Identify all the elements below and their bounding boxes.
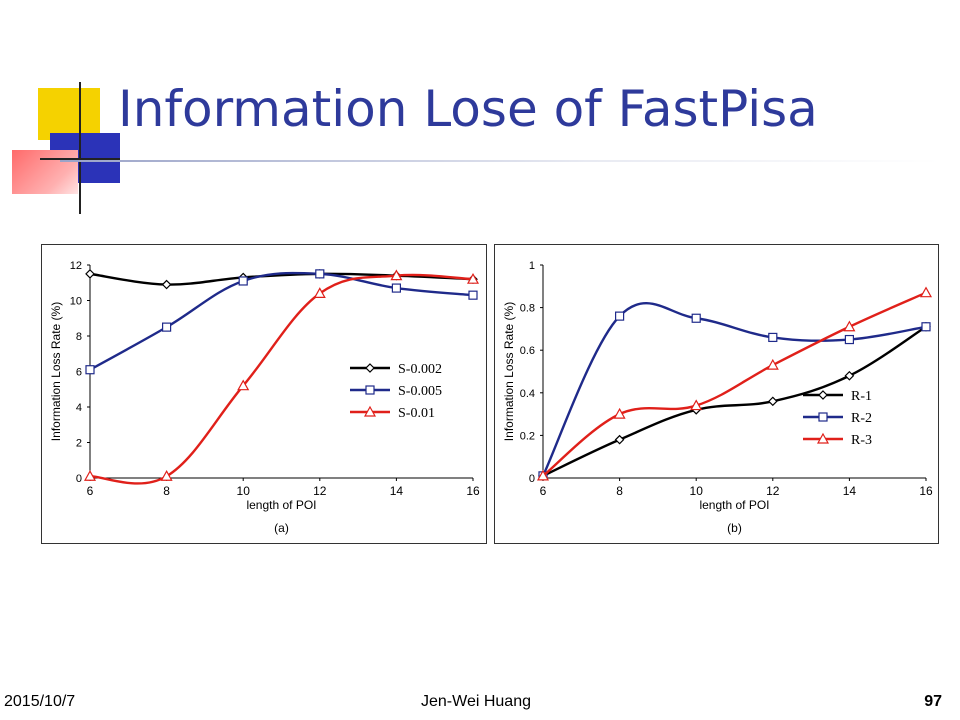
chart-a-x-axis-label: length of POI [246, 498, 316, 512]
decor-vertical-line [79, 82, 81, 214]
chart-b-series-line-R-3 [542, 291, 927, 477]
chart-b-y-tick-label: 0 [529, 473, 535, 485]
chart-b-data-point-R-3 [690, 399, 703, 411]
title-divider [60, 160, 940, 162]
chart-b-data-point-R-2 [921, 322, 931, 332]
chart-a-data-point-S-0.005 [85, 365, 95, 375]
chart-a-x-tick-label: 6 [87, 484, 94, 498]
chart-a-y-axis-label: Information Loss Rate (%) [49, 302, 63, 441]
chart-a-y-tick-label: 12 [70, 260, 82, 272]
chart-a-x-tick-label: 16 [466, 484, 480, 498]
chart-a-legend-marker-S-0.01 [363, 405, 377, 417]
chart-a-y-tick-label: 10 [70, 296, 82, 308]
chart-a-data-point-S-0.005 [315, 269, 325, 279]
chart-b-legend-label-R-3: R-3 [851, 433, 872, 448]
chart-a-x-tick-label: 8 [163, 484, 170, 498]
chart-b-panel-label: (b) [727, 521, 742, 535]
chart-a-data-point-S-0.005 [468, 290, 478, 300]
chart-a-data-point-S-0.01 [466, 272, 480, 284]
chart-b-x-tick-label: 12 [766, 484, 780, 498]
chart-a-data-point-S-0.002 [161, 279, 172, 290]
page-number: 97 [924, 693, 942, 710]
chart-b-data-point-R-2 [691, 313, 701, 323]
footer-author: Jen-Wei Huang [421, 693, 531, 710]
chart-a-legend-label-S-0.002: S-0.002 [398, 362, 442, 377]
chart-b-data-point-R-2 [844, 334, 854, 345]
line-chart-a: 0 2 4 6 8 10 12 6 8 10 12 14 16 length of POI (a) Infor… [49, 260, 480, 535]
chart-b-data-point-R-3 [613, 407, 626, 419]
chart-b-series-R-3 [536, 286, 933, 481]
chart-a-data-point-S-0.01 [237, 379, 250, 391]
chart-b-data-point-R-1 [767, 396, 778, 407]
chart-a-series-S-0.005 [85, 269, 478, 375]
chart-a-legend-label-S-0.01: S-0.01 [398, 406, 435, 421]
chart-a-series-line-S-0.005 [89, 271, 474, 371]
chart-b-legend-marker-R-3 [816, 432, 830, 444]
chart-b-data-point-R-3 [766, 358, 779, 370]
chart-b-x-tick-label: 10 [690, 484, 704, 498]
chart-b-legend-label-R-2: R-2 [851, 411, 872, 426]
chart-a-data-point-S-0.005 [238, 276, 248, 286]
decor-yellow-square [38, 88, 100, 140]
chart-a-data-point-S-0.01 [83, 469, 97, 481]
chart-b-data-point-R-1 [844, 370, 855, 381]
chart-b-data-point-R-3 [843, 320, 856, 332]
chart-b-y-axis-label: Information Loss Rate (%) [502, 302, 516, 441]
chart-b-x-tick-label: 6 [540, 484, 547, 498]
chart-b-data-point-R-2 [614, 311, 625, 321]
chart-b-x-tick-label: 16 [919, 484, 933, 498]
chart-b-x-tick-label: 8 [616, 484, 623, 498]
chart-b-x-axis-label: length of POI [699, 498, 769, 512]
chart-b-y-tick-label: 0.4 [520, 388, 535, 400]
chart-a-x-tick-label: 10 [237, 484, 251, 498]
chart-a-data-point-S-0.002 [85, 269, 95, 279]
chart-a-legend-marker-S-0.002 [365, 363, 375, 373]
chart-a-panel-label: (a) [274, 521, 289, 535]
decor-horizontal-line [40, 158, 120, 160]
decor-red-square [12, 150, 78, 194]
chart-b-y-tick-label: 0.2 [520, 430, 535, 442]
chart-a-y-tick-label: 2 [76, 438, 82, 450]
chart-b-y-tick-label: 1 [529, 260, 535, 272]
chart-a-series-line-S-0.01 [89, 273, 474, 485]
chart-a-series-S-0.01 [83, 269, 480, 485]
chart-a-data-point-S-0.005 [391, 283, 401, 293]
chart-b-data-point-R-3 [919, 286, 933, 298]
chart-a-y-tick-label: 6 [76, 367, 82, 379]
chart-b-legend: R-1 R-2 R-3 [803, 389, 872, 448]
chart-b-series-line-R-1 [542, 325, 927, 477]
chart-b-data-point-R-1 [614, 434, 625, 445]
chart-b-legend-label-R-1: R-1 [851, 389, 872, 404]
chart-a-y-tick-label: 4 [76, 402, 82, 414]
chart-b-legend-marker-R-2 [818, 412, 828, 422]
chart-a-data-point-S-0.01 [390, 269, 403, 281]
chart-a-y-tick-label: 8 [76, 331, 82, 343]
chart-panel-b: 0 0.2 0.4 0.6 0.8 1 6 8 10 12 14 16 length of POI (b)… [494, 244, 939, 544]
chart-a-data-point-S-0.005 [161, 322, 172, 332]
chart-a-data-point-S-0.01 [313, 287, 326, 299]
chart-b-data-point-R-3 [536, 469, 550, 481]
chart-b-data-point-R-2 [768, 332, 778, 343]
slide-title: Information Lose of FastPisa [118, 80, 818, 138]
chart-b-x-tick-label: 14 [843, 484, 857, 498]
chart-a-legend: S-0.002 S-0.005 S-0.01 [350, 362, 442, 421]
chart-panel-a: 0 2 4 6 8 10 12 6 8 10 12 14 16 length of POI (a) Infor… [41, 244, 487, 544]
chart-b-y-tick-label: 0.6 [520, 345, 535, 357]
chart-a-legend-marker-S-0.005 [365, 385, 375, 395]
footer-date: 2015/10/7 [4, 693, 76, 710]
chart-b-y-tick-label: 0.8 [520, 303, 535, 315]
chart-a-x-tick-label: 12 [313, 484, 327, 498]
chart-a-y-tick-label: 0 [76, 473, 82, 485]
chart-a-data-point-S-0.01 [160, 469, 173, 481]
chart-b-legend-marker-R-1 [818, 390, 828, 400]
chart-a-legend-label-S-0.005: S-0.005 [398, 384, 442, 399]
chart-a-x-tick-label: 14 [390, 484, 404, 498]
